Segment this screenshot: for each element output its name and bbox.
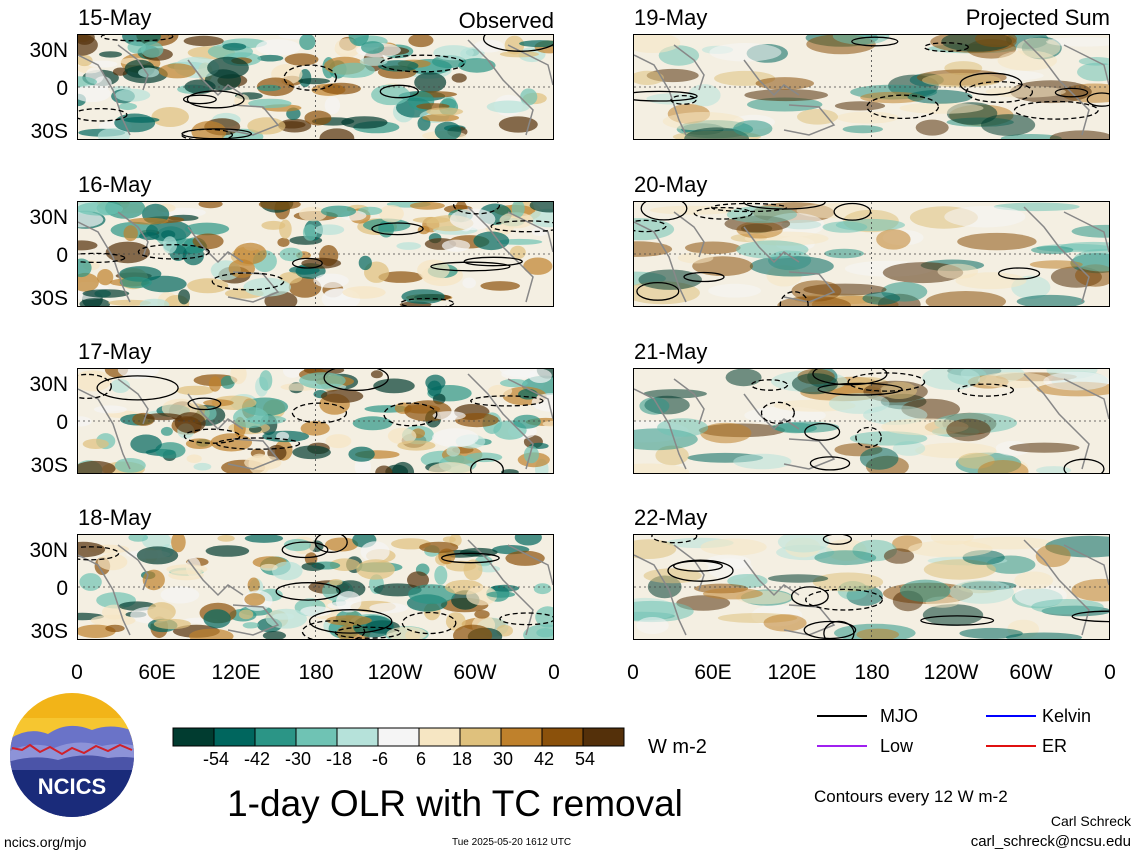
contour-note: Contours every 12 W m-2	[814, 787, 1008, 806]
colorbar-swatch	[418, 727, 461, 747]
colorbar-tick: -18	[325, 749, 352, 769]
map-panel-16-may	[77, 201, 554, 307]
colorbar-swatch	[459, 727, 502, 747]
colorbar-swatch	[582, 727, 625, 747]
colorbar-tick: -6	[371, 749, 388, 769]
lon-label-0: 0	[627, 661, 639, 684]
lat-label-30n: 30N	[29, 373, 68, 396]
lon-label-60w: 60W	[453, 661, 497, 684]
colorbar-swatch	[172, 727, 215, 747]
logo-text: NCICS	[38, 774, 106, 799]
legend-label-low: Low	[880, 736, 914, 756]
panel-date-22-may: 22-May	[634, 505, 708, 530]
lat-label-30n: 30N	[29, 206, 68, 229]
colorbar-tick: -54	[202, 749, 229, 769]
lon-label-120w: 120W	[923, 661, 979, 684]
panel-date-20-may: 20-May	[634, 172, 708, 197]
colorbar-swatch	[500, 727, 543, 747]
colorbar	[172, 727, 625, 747]
lon-label-0: 0	[71, 661, 83, 684]
lat-label-30s: 30S	[30, 454, 68, 477]
colorbar-swatch	[377, 727, 420, 747]
lon-label-0-end: 0	[1104, 661, 1116, 684]
panel-date-16-may: 16-May	[78, 172, 152, 197]
lon-label-120e: 120E	[211, 661, 261, 684]
colorbar-tick: -42	[243, 749, 270, 769]
colorbar-swatch	[336, 727, 379, 747]
lon-label-180: 180	[854, 661, 890, 684]
legend-lines-right	[986, 715, 1036, 747]
website-link[interactable]: ncics.org/mjo	[4, 834, 87, 850]
timestamp: Tue 2025-05-20 1612 UTC	[452, 837, 572, 848]
lat-label-0: 0	[56, 244, 68, 267]
panel-date-15-may: 15-May	[78, 5, 152, 30]
colorbar-tick: -30	[284, 749, 311, 769]
panel-date-17-may: 17-May	[78, 339, 152, 364]
legend-label-kelvin: Kelvin	[1042, 706, 1092, 726]
lat-label-0: 0	[56, 77, 68, 100]
lon-label-0-end: 0	[548, 661, 560, 684]
lat-label-0: 0	[56, 411, 68, 434]
author-name: Carl Schreck	[1050, 813, 1131, 829]
lon-label-60e: 60E	[694, 661, 732, 684]
lat-label-30s: 30S	[30, 120, 68, 143]
chart-title: 1-day OLR with TC removal	[227, 783, 683, 824]
projected-label: Projected Sum	[965, 5, 1110, 30]
lat-label-30n: 30N	[29, 539, 68, 562]
map-panel-18-may	[77, 534, 554, 640]
colorbar-tick: 42	[533, 749, 555, 769]
ncics-logo: NCICS	[10, 693, 134, 817]
panel-date-18-may: 18-May	[78, 505, 152, 530]
author-email[interactable]: carl_schreck@ncsu.edu	[970, 833, 1131, 850]
panel-date-21-may: 21-May	[634, 339, 708, 364]
colorbar-swatch	[213, 727, 256, 747]
map-panel-15-may	[77, 34, 554, 140]
lon-label-60e: 60E	[138, 661, 176, 684]
colorbar-tick: 30	[492, 749, 514, 769]
map-panel-22-may	[633, 534, 1110, 640]
lat-label-30s: 30S	[30, 287, 68, 310]
panel-date-19-may: 19-May	[634, 5, 708, 30]
map-panel-19-may	[633, 34, 1110, 140]
map-panel-17-may	[77, 368, 554, 474]
colorbar-tick: 18	[451, 749, 473, 769]
lon-label-120w: 120W	[367, 661, 423, 684]
lon-label-60w: 60W	[1009, 661, 1053, 684]
lon-label-180: 180	[298, 661, 334, 684]
legend-lines-left	[817, 715, 867, 747]
lat-label-30s: 30S	[30, 620, 68, 643]
lat-label-0: 0	[56, 577, 68, 600]
map-panel-20-may	[633, 201, 1110, 307]
colorbar-swatch	[254, 727, 297, 747]
lat-label-30n: 30N	[29, 39, 68, 62]
map-panel-21-may	[633, 368, 1110, 474]
observed-label: Observed	[458, 8, 554, 33]
legend-label-er: ER	[1042, 736, 1068, 756]
colorbar-tick: 54	[574, 749, 596, 769]
colorbar-swatch	[541, 727, 584, 747]
units-label: W m-2	[648, 736, 707, 758]
colorbar-tick: 6	[415, 749, 426, 769]
lon-label-120e: 120E	[767, 661, 817, 684]
legend-label-mjo: MJO	[880, 706, 918, 726]
colorbar-swatch	[295, 727, 338, 747]
